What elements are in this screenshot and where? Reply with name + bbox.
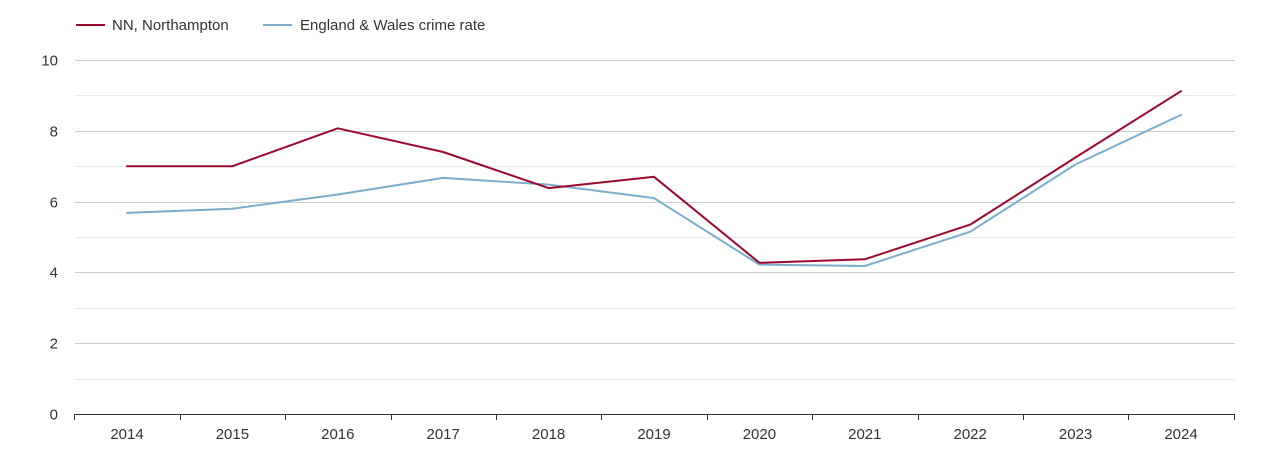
legend-label-england-wales: England & Wales crime rate — [300, 17, 485, 34]
x-axis: 2014 2015 2016 2017 2018 2019 2020 2021 2022 2023… — [74, 414, 1235, 443]
series-line-nn-northampton[interactable] — [126, 90, 1182, 264]
x-tick-label: 2016 — [321, 426, 354, 443]
legend-label-nn-northampton: NN, Northampton — [112, 17, 229, 34]
x-tick-label: 2022 — [954, 426, 987, 443]
x-tick-label: 2019 — [637, 426, 670, 443]
y-tick-label: 4 — [50, 265, 58, 282]
y-tick-label: 0 — [50, 407, 58, 424]
x-tick-label: 2018 — [532, 426, 565, 443]
y-tick-label: 2 — [50, 336, 58, 353]
x-tick-label: 2024 — [1164, 426, 1197, 443]
x-tick-label: 2014 — [110, 426, 143, 443]
legend-item-england-wales[interactable]: England & Wales crime rate — [263, 17, 485, 34]
legend-item-nn-northampton[interactable]: NN, Northampton — [76, 17, 229, 34]
y-axis: 0 2 4 6 8 10 — [41, 53, 58, 424]
y-tick-label: 6 — [50, 195, 58, 212]
grid — [75, 60, 1235, 380]
x-tick-label: 2015 — [216, 426, 249, 443]
x-tick-label: 2023 — [1059, 426, 1092, 443]
series-line-england-wales[interactable] — [126, 113, 1182, 267]
y-tick-label: 10 — [41, 53, 58, 70]
y-tick-label: 8 — [50, 124, 58, 141]
x-tick-label: 2020 — [743, 426, 776, 443]
legend: NN, Northampton England & Wales crime ra… — [76, 17, 485, 34]
x-tick-label: 2021 — [848, 426, 881, 443]
series-lines — [126, 90, 1182, 267]
x-tick-label: 2017 — [427, 426, 460, 443]
